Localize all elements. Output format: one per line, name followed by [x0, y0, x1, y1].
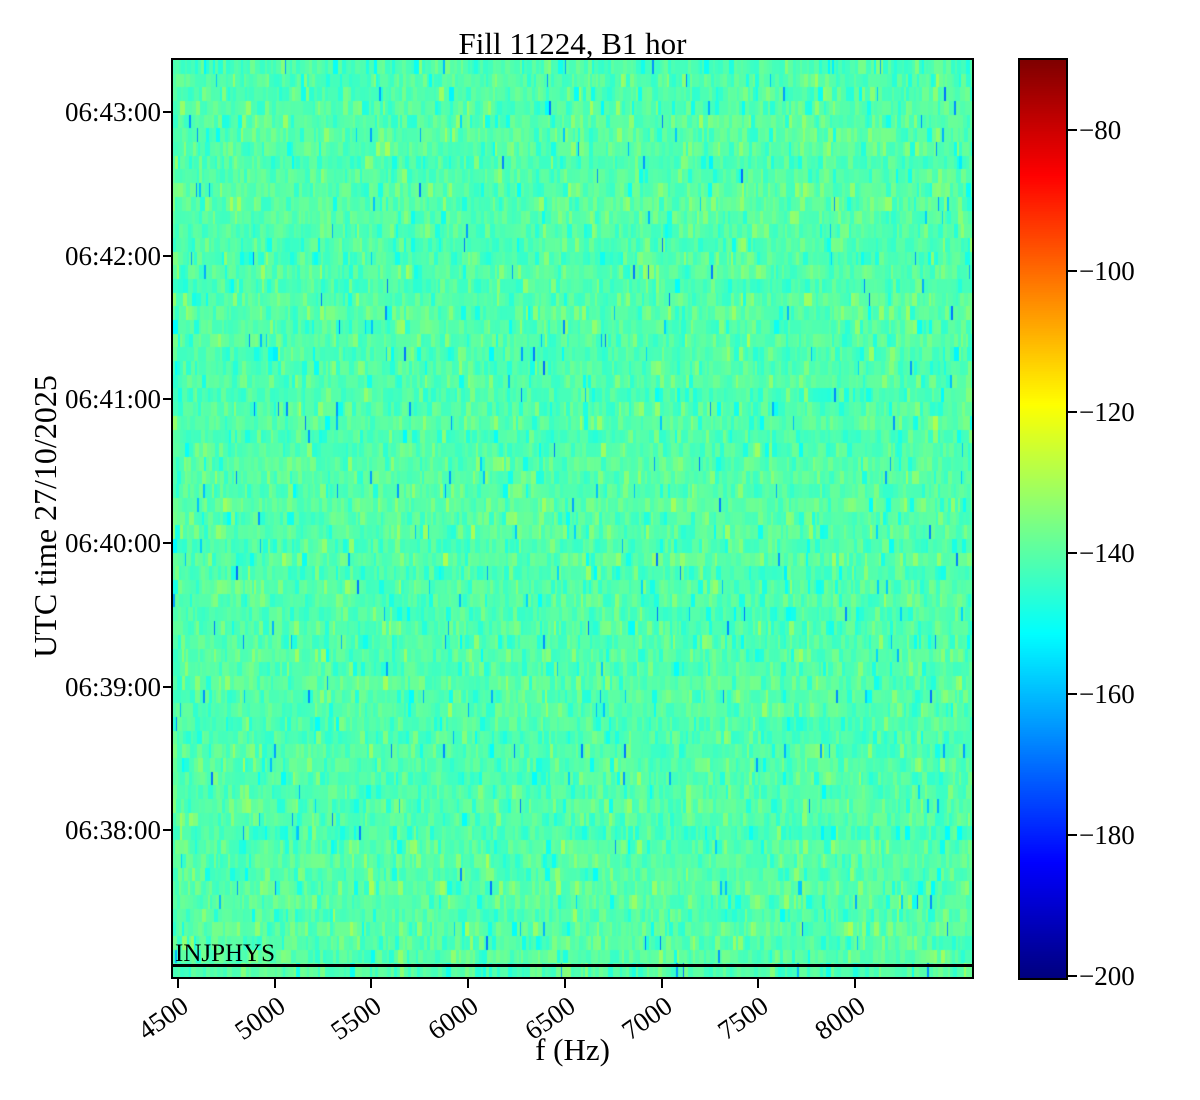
y-tick-mark: [163, 685, 172, 688]
x-tick-mark: [563, 979, 566, 988]
y-tick-mark: [163, 110, 172, 113]
colorbar-tick-label: −200: [1079, 961, 1135, 991]
y-tick-label: 06:39:00: [64, 671, 161, 702]
y-tick-label: 06:38:00: [64, 815, 161, 846]
colorbar-tick-mark: [1068, 129, 1077, 132]
colorbar-tick-label: −140: [1079, 538, 1135, 569]
colorbar-tick-mark: [1068, 552, 1077, 555]
colorbar-tick-label: −180: [1079, 820, 1135, 851]
y-tick-label: 06:43:00: [64, 96, 161, 127]
x-axis-label: f (Hz): [535, 1032, 610, 1067]
colorbar-tick-mark: [1068, 411, 1077, 414]
x-tick-mark: [177, 979, 180, 988]
colorbar-tick-label: −80: [1079, 115, 1122, 146]
colorbar-tick-mark: [1068, 834, 1077, 837]
colorbar-tick-label: −100: [1079, 256, 1135, 287]
plot-area: INJPHYS: [171, 58, 974, 979]
y-tick-label: 06:42:00: [64, 240, 161, 271]
colorbar-tick-mark: [1068, 693, 1077, 696]
x-tick-mark: [370, 979, 373, 988]
y-tick-mark: [163, 542, 172, 545]
y-tick-label: 06:40:00: [64, 528, 161, 559]
injphys-annotation: INJPHYS: [175, 940, 276, 967]
colorbar: [1018, 58, 1068, 980]
colorbar-tick-mark: [1068, 270, 1077, 273]
y-axis-label: UTC time 27/10/2025: [26, 375, 63, 658]
y-tick-mark: [163, 254, 172, 257]
colorbar-tick-label: −120: [1079, 397, 1135, 428]
colorbar-tick-label: −160: [1079, 679, 1135, 710]
x-tick-mark: [853, 979, 856, 988]
injphys-line: [173, 964, 972, 967]
colorbar-canvas: [1020, 60, 1066, 978]
y-tick-mark: [163, 398, 172, 401]
y-tick-mark: [163, 829, 172, 832]
spectrogram-canvas: [173, 60, 972, 977]
x-tick-mark: [467, 979, 470, 988]
x-tick-mark: [273, 979, 276, 988]
x-tick-mark: [660, 979, 663, 988]
chart-title: Fill 11224, B1 hor: [458, 26, 687, 61]
colorbar-tick-mark: [1068, 975, 1077, 977]
y-tick-label: 06:41:00: [64, 384, 161, 415]
x-tick-mark: [757, 979, 760, 988]
